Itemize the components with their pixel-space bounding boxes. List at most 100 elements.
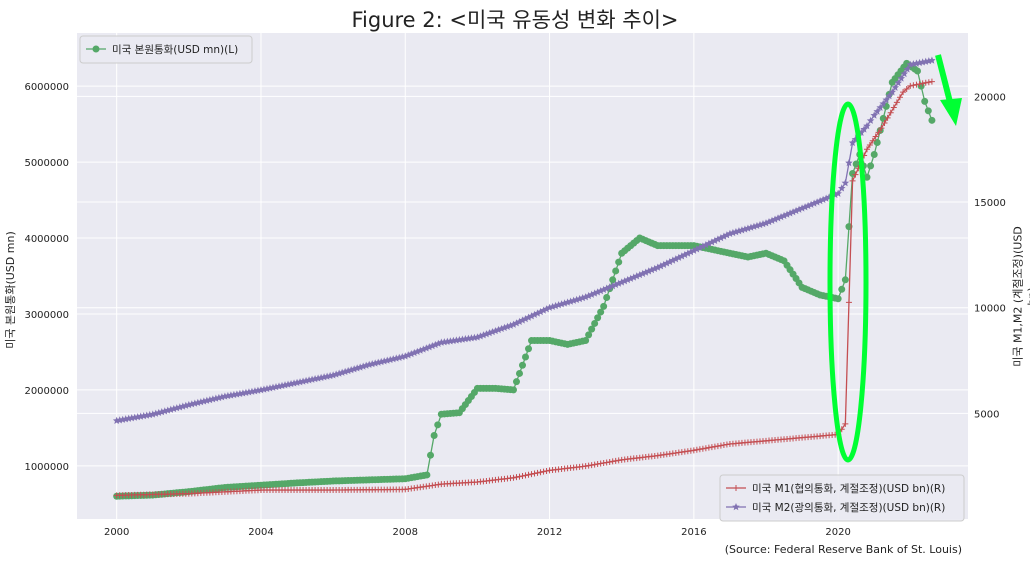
data-point bbox=[777, 213, 785, 221]
data-point bbox=[881, 119, 888, 126]
legend-box bbox=[79, 35, 253, 64]
data-point bbox=[711, 236, 719, 245]
data-point bbox=[717, 442, 724, 449]
data-point bbox=[525, 471, 532, 478]
data-point bbox=[599, 285, 608, 293]
data-point bbox=[515, 317, 524, 326]
data-point bbox=[434, 339, 443, 347]
data-point bbox=[841, 276, 849, 284]
data-point bbox=[876, 103, 885, 111]
data-point bbox=[771, 215, 779, 223]
data-point bbox=[786, 209, 794, 217]
data-point bbox=[714, 235, 722, 243]
data-point bbox=[594, 461, 601, 468]
data-point bbox=[491, 326, 500, 335]
data-point bbox=[609, 458, 616, 465]
data-point bbox=[910, 82, 917, 89]
data-point bbox=[913, 81, 920, 88]
data-point bbox=[804, 201, 812, 210]
data-point bbox=[822, 194, 830, 202]
data-point bbox=[765, 217, 773, 226]
data-point bbox=[928, 116, 936, 124]
data-point bbox=[605, 283, 614, 291]
data-point bbox=[533, 309, 542, 317]
data-point bbox=[921, 97, 929, 105]
data-point bbox=[907, 82, 914, 89]
data-point bbox=[684, 249, 692, 257]
legend-box bbox=[719, 474, 965, 522]
data-point bbox=[632, 272, 641, 280]
data-point bbox=[600, 460, 607, 467]
data-point bbox=[602, 284, 611, 292]
left-tick-label: 2000000 bbox=[24, 386, 69, 397]
data-point bbox=[591, 461, 598, 468]
data-point bbox=[527, 312, 536, 320]
data-point bbox=[893, 99, 900, 106]
data-point bbox=[503, 322, 512, 330]
data-point bbox=[536, 307, 545, 316]
data-point bbox=[585, 462, 592, 469]
data-point bbox=[872, 133, 879, 140]
data-point bbox=[422, 344, 431, 352]
data-point bbox=[404, 351, 413, 359]
data-point bbox=[762, 219, 770, 227]
left-tick-label: 4000000 bbox=[24, 234, 69, 245]
data-point bbox=[863, 146, 870, 153]
data-point bbox=[873, 107, 882, 115]
data-point bbox=[425, 343, 434, 351]
data-point bbox=[540, 468, 547, 475]
data-point bbox=[687, 248, 695, 256]
data-point bbox=[423, 471, 431, 479]
data-point bbox=[711, 443, 718, 450]
data-point bbox=[603, 459, 610, 466]
data-point bbox=[510, 474, 517, 481]
x-tick-label: 2012 bbox=[537, 527, 562, 538]
data-point bbox=[588, 325, 596, 333]
data-point bbox=[900, 89, 907, 96]
data-point bbox=[783, 210, 791, 218]
data-point bbox=[795, 205, 803, 213]
data-point bbox=[473, 333, 482, 341]
data-point bbox=[834, 295, 842, 303]
data-point bbox=[596, 286, 605, 295]
data-point bbox=[837, 184, 846, 192]
data-point bbox=[810, 199, 818, 207]
data-point bbox=[890, 104, 897, 111]
data-point bbox=[500, 323, 509, 332]
data-point bbox=[506, 321, 515, 329]
data-point bbox=[816, 196, 824, 205]
data-point bbox=[413, 347, 422, 355]
data-point bbox=[612, 267, 620, 275]
data-point bbox=[878, 125, 885, 132]
data-point bbox=[705, 444, 712, 451]
data-point bbox=[870, 111, 879, 119]
data-point bbox=[875, 129, 882, 136]
data-point bbox=[522, 472, 529, 479]
data-point bbox=[431, 340, 440, 349]
data-point bbox=[838, 285, 846, 293]
source-note: (Source: Federal Reserve Bank of St. Lou… bbox=[724, 543, 962, 556]
data-point bbox=[615, 258, 623, 266]
data-point bbox=[410, 348, 419, 357]
data-point bbox=[476, 332, 485, 340]
data-point bbox=[866, 116, 875, 124]
data-point bbox=[798, 204, 806, 212]
data-point bbox=[584, 291, 593, 300]
data-point bbox=[638, 269, 647, 277]
data-point bbox=[512, 378, 520, 386]
data-point bbox=[525, 345, 533, 353]
data-point bbox=[603, 294, 611, 302]
data-point bbox=[401, 352, 410, 360]
data-point bbox=[845, 158, 853, 167]
data-point bbox=[479, 331, 488, 339]
left-tick-label: 1000000 bbox=[24, 462, 69, 473]
data-point bbox=[792, 206, 800, 215]
data-point bbox=[626, 274, 635, 282]
data-point bbox=[916, 81, 923, 88]
data-point bbox=[678, 252, 686, 260]
data-point bbox=[519, 361, 526, 369]
data-point bbox=[690, 447, 697, 454]
data-point bbox=[849, 169, 857, 177]
data-point bbox=[609, 276, 617, 284]
